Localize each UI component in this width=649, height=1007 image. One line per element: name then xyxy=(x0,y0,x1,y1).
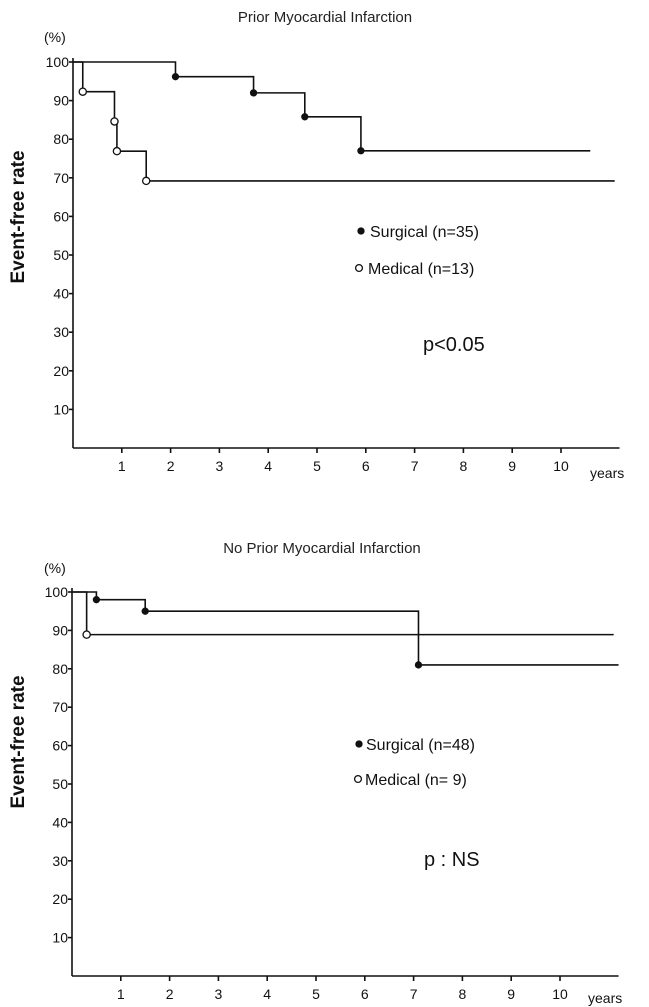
y-tick-label: 90 xyxy=(53,93,69,109)
x-tick-label: 2 xyxy=(167,458,175,474)
x-tick-label: 5 xyxy=(312,986,320,1002)
y-tick-label: 80 xyxy=(52,661,68,677)
legend-entry-medical: Medical (n=13) xyxy=(368,261,474,278)
legend-entry-surgical: Surgical (n=35) xyxy=(370,224,479,241)
y-tick-label: 80 xyxy=(53,131,69,147)
data-point-medical xyxy=(82,630,91,639)
y-tick-label: 60 xyxy=(53,208,69,224)
x-tick-label: 5 xyxy=(313,458,321,474)
y-tick-label: 10 xyxy=(52,930,68,946)
data-point-medical xyxy=(78,87,88,96)
data-point-surgical xyxy=(92,596,101,604)
data-point-surgical xyxy=(171,73,180,81)
x-tick-label: 7 xyxy=(411,458,419,474)
y-tick-label: 90 xyxy=(52,622,68,638)
legend-marker-surgical xyxy=(355,740,363,748)
y-tick-label: 50 xyxy=(53,247,69,263)
y-tick-label: 40 xyxy=(53,286,69,302)
x-tick-label: 3 xyxy=(216,458,224,474)
legend-marker-medical xyxy=(354,263,364,273)
x-tick-label: 7 xyxy=(410,986,418,1002)
y-tick-label: 30 xyxy=(53,324,69,340)
y-axis-label: Event-free rate xyxy=(8,675,29,808)
y-tick-label: 10 xyxy=(53,401,69,417)
y-tick-label: 20 xyxy=(52,891,68,907)
x-tick-label: 9 xyxy=(507,986,515,1002)
data-point-surgical xyxy=(141,607,149,615)
chart-title: No Prior Myocardial Infarction xyxy=(223,540,421,557)
y-tick-label: 70 xyxy=(52,699,68,715)
x-tick-label: 3 xyxy=(215,986,223,1002)
x-tick-label: 6 xyxy=(362,458,370,474)
x-tick-label: 8 xyxy=(460,458,468,474)
legend-marker-medical xyxy=(353,774,363,784)
chart-panel-no-prior-mi: No Prior Myocardial Infarction (%) Event… xyxy=(8,540,622,1006)
legend-entry-surgical: Surgical (n=48) xyxy=(366,737,475,754)
data-point-surgical xyxy=(414,661,423,669)
x-tick-label: 6 xyxy=(361,986,369,1002)
data-point-medical xyxy=(141,176,151,186)
y-axis-label: Event-free rate xyxy=(8,150,29,283)
y-tick-label: 40 xyxy=(52,814,68,830)
x-tick-label: 2 xyxy=(166,986,174,1002)
x-tick-label: 4 xyxy=(264,458,272,474)
data-point-medical xyxy=(112,146,122,156)
x-tick-label: 10 xyxy=(552,986,568,1002)
series-line-surgical xyxy=(73,61,591,152)
y-tick-label: 100 xyxy=(45,584,69,600)
y-tick-label: 50 xyxy=(52,776,68,792)
x-tick-label: 4 xyxy=(263,986,271,1002)
data-point-medical xyxy=(110,117,119,126)
x-axis-unit: years xyxy=(590,465,624,481)
x-tick-label: 10 xyxy=(553,458,569,474)
data-point-surgical xyxy=(249,89,258,97)
y-tick-label: 100 xyxy=(46,54,70,70)
series-line-medical xyxy=(73,61,615,182)
chart-title: Prior Myocardial Infarction xyxy=(238,9,412,26)
x-tick-label: 1 xyxy=(117,986,125,1002)
x-tick-label: 9 xyxy=(508,458,516,474)
y-axis-unit: (%) xyxy=(44,29,66,45)
x-tick-label: 1 xyxy=(118,458,126,474)
series-line-surgical xyxy=(72,591,619,666)
y-tick-label: 30 xyxy=(52,853,68,869)
x-axis-unit: years xyxy=(588,990,622,1006)
y-tick-label: 60 xyxy=(52,738,68,754)
y-tick-label: 70 xyxy=(53,170,69,186)
legend-entry-medical: Medical (n= 9) xyxy=(365,772,467,789)
p-value-annotation: p<0.05 xyxy=(423,334,485,356)
series-line-medical xyxy=(72,591,614,636)
legend-marker-surgical xyxy=(357,227,365,235)
data-point-surgical xyxy=(357,147,365,155)
y-axis-unit: (%) xyxy=(44,560,66,576)
data-point-surgical xyxy=(301,113,309,121)
p-value-annotation: p : NS xyxy=(424,849,480,871)
y-tick-label: 20 xyxy=(53,363,69,379)
chart-panel-prior-mi: Prior Myocardial Infarction (%) Event-fr… xyxy=(8,9,624,481)
x-tick-label: 8 xyxy=(459,986,467,1002)
